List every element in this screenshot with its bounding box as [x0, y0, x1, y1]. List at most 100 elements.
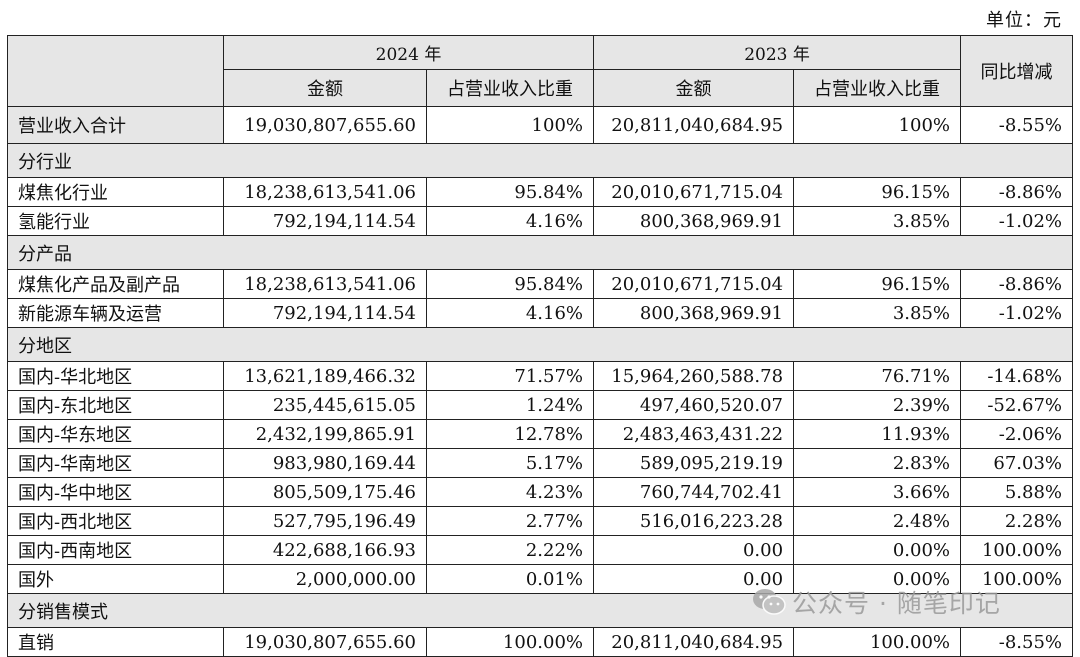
share-2023: 0.00%: [793, 564, 962, 594]
yoy-change: -2.06%: [960, 419, 1074, 449]
header-blank-cell: [7, 35, 224, 107]
yoy-change: -8.86%: [960, 269, 1074, 299]
amount-2024: 18,238,613,541.06: [223, 177, 427, 207]
share-2023: 3.85%: [793, 298, 962, 328]
share-2023: 3.85%: [793, 206, 962, 236]
header-year-2023: 2023 年: [593, 35, 962, 70]
share-2024: 1.24%: [425, 390, 595, 420]
yoy-change: -14.68%: [960, 361, 1074, 391]
table-row: 国内-华北地区 13,621,189,466.32 71.57% 15,964,…: [7, 361, 1074, 391]
row-label: 新能源车辆及运营: [7, 298, 224, 328]
yoy-change: 67.03%: [960, 448, 1074, 478]
amount-2023: 15,964,260,588.78: [593, 361, 795, 391]
section-title: 分地区: [6, 327, 1074, 362]
share-2024: 4.23%: [425, 477, 595, 507]
watermark-text: 公众号 · 随笔印记: [792, 589, 1001, 618]
yoy-change: -8.55%: [960, 627, 1074, 657]
amount-2024: 2,432,199,865.91: [223, 419, 427, 449]
row-label: 国内-西北地区: [7, 506, 224, 536]
table-row: 直销 19,030,807,655.60 100.00% 20,811,040,…: [7, 627, 1074, 657]
share-2024: 4.16%: [425, 206, 595, 236]
share-2024: 0.01%: [425, 564, 595, 594]
table-row: 煤焦化产品及副产品 18,238,613,541.06 95.84% 20,01…: [7, 269, 1074, 299]
header-amount-2024: 金额: [223, 69, 427, 107]
share-2023: 0.00%: [793, 535, 962, 565]
total-share-2023: 100%: [793, 106, 962, 144]
yoy-change: -52.67%: [960, 390, 1074, 420]
share-2024: 95.84%: [425, 269, 595, 299]
revenue-table: 2024 年 2023 年 同比增减 金额 占营业收入比重 金额 占营业收入比重…: [6, 35, 1074, 657]
header-amount-2023: 金额: [593, 69, 795, 107]
yoy-change: 100.00%: [960, 564, 1074, 594]
amount-2023: 800,368,969.91: [593, 298, 795, 328]
table-row: 新能源车辆及运营 792,194,114.54 4.16% 800,368,96…: [7, 298, 1074, 328]
amount-2024: 792,194,114.54: [223, 298, 427, 328]
share-2023: 2.48%: [793, 506, 962, 536]
row-label: 国内-西南地区: [7, 535, 224, 565]
table-row: 国内-西南地区 422,688,166.93 2.22% 0.00 0.00% …: [7, 535, 1074, 565]
share-2023: 76.71%: [793, 361, 962, 391]
row-label: 国内-东北地区: [7, 390, 224, 420]
header-year-2024: 2024 年: [222, 35, 595, 70]
amount-2024: 18,238,613,541.06: [223, 269, 427, 299]
table-row: 国外 2,000,000.00 0.01% 0.00 0.00% 100.00%: [7, 564, 1074, 594]
total-amount-2024: 19,030,807,655.60: [223, 106, 427, 144]
share-2023: 100.00%: [793, 627, 962, 657]
total-label: 营业收入合计: [7, 106, 224, 144]
header-share-2024: 占营业收入比重: [425, 69, 595, 107]
yoy-change: -8.86%: [960, 177, 1074, 207]
header-yoy: 同比增减: [960, 35, 1074, 107]
unit-label: 单位：元: [986, 10, 1062, 31]
amount-2024: 805,509,175.46: [223, 477, 427, 507]
table-row: 国内-东北地区 235,445,615.05 1.24% 497,460,520…: [7, 390, 1074, 420]
amount-2024: 792,194,114.54: [223, 206, 427, 236]
row-label: 煤焦化行业: [7, 177, 224, 207]
watermark: 公众号 · 随笔印记: [752, 584, 1001, 623]
amount-2023: 20,811,040,684.95: [593, 627, 795, 657]
amount-2024: 19,030,807,655.60: [223, 627, 427, 657]
total-share-2024: 100%: [425, 106, 595, 144]
row-label: 国内-华中地区: [7, 477, 224, 507]
row-label: 国内-华南地区: [7, 448, 224, 478]
share-2024: 100.00%: [425, 627, 595, 657]
yoy-change: -1.02%: [960, 206, 1074, 236]
amount-2023: 0.00: [593, 564, 795, 594]
table-row: 国内-华南地区 983,980,169.44 5.17% 589,095,219…: [7, 448, 1074, 478]
amount-2023: 497,460,520.07: [593, 390, 795, 420]
table-row: 煤焦化行业 18,238,613,541.06 95.84% 20,010,67…: [7, 177, 1074, 207]
amount-2024: 2,000,000.00: [223, 564, 427, 594]
section-header-row: 分地区: [6, 327, 1074, 362]
share-2024: 2.77%: [425, 506, 595, 536]
share-2023: 96.15%: [793, 269, 962, 299]
share-2024: 12.78%: [425, 419, 595, 449]
share-2023: 96.15%: [793, 177, 962, 207]
amount-2024: 983,980,169.44: [223, 448, 427, 478]
row-label: 煤焦化产品及副产品: [7, 269, 224, 299]
section-header-row: 分行业: [6, 143, 1074, 178]
share-2023: 11.93%: [793, 419, 962, 449]
amount-2023: 760,744,702.41: [593, 477, 795, 507]
share-2023: 3.66%: [793, 477, 962, 507]
amount-2023: 2,483,463,431.22: [593, 419, 795, 449]
section-title: 分行业: [6, 143, 1074, 178]
total-row: 营业收入合计 19,030,807,655.60 100% 20,811,040…: [7, 106, 1074, 144]
amount-2024: 235,445,615.05: [223, 390, 427, 420]
share-2024: 71.57%: [425, 361, 595, 391]
section-title: 分销售模式: [6, 593, 1074, 628]
amount-2024: 527,795,196.49: [223, 506, 427, 536]
section-header-row: 分产品: [6, 235, 1074, 270]
yoy-change: -1.02%: [960, 298, 1074, 328]
share-2024: 5.17%: [425, 448, 595, 478]
header-share-2023: 占营业收入比重: [793, 69, 962, 107]
yoy-change: 5.88%: [960, 477, 1074, 507]
share-2024: 4.16%: [425, 298, 595, 328]
section-header-row: 分销售模式: [6, 593, 1074, 628]
table-row: 氢能行业 792,194,114.54 4.16% 800,368,969.91…: [7, 206, 1074, 236]
total-yoy: -8.55%: [960, 106, 1074, 144]
amount-2023: 20,010,671,715.04: [593, 177, 795, 207]
amount-2023: 20,010,671,715.04: [593, 269, 795, 299]
yoy-change: 100.00%: [960, 535, 1074, 565]
table-row: 国内-华中地区 805,509,175.46 4.23% 760,744,702…: [7, 477, 1074, 507]
share-2024: 2.22%: [425, 535, 595, 565]
amount-2023: 589,095,219.19: [593, 448, 795, 478]
